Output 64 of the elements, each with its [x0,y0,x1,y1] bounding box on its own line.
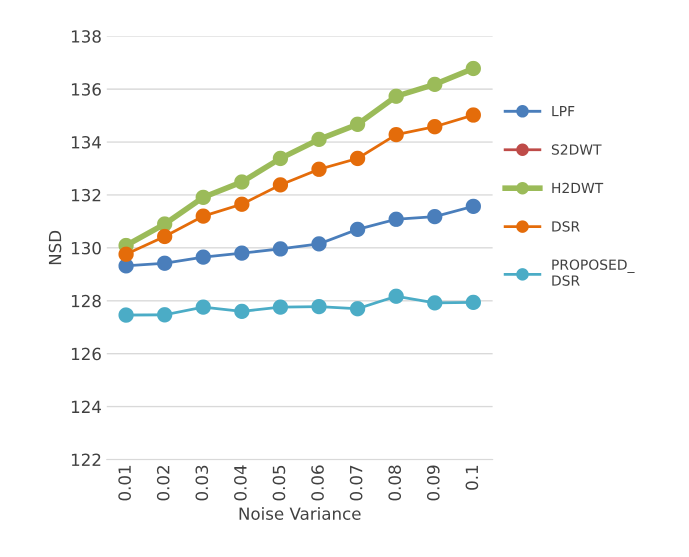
point [118,307,134,323]
point [388,88,404,104]
point [196,299,211,315]
legend-label: LPF [552,106,574,116]
point [427,209,442,224]
point [427,295,442,311]
point [466,107,481,123]
y-tick-label: 134 [72,136,101,149]
legend-label: S2DWT [552,144,602,155]
point [311,162,327,177]
point [388,288,404,304]
point [427,76,442,92]
y-tick-label: 138 [72,30,101,43]
y-tick-label: 130 [72,242,101,254]
y-axis-title: NSD [48,230,62,264]
y-tick-label: 136 [72,83,101,96]
point [234,246,250,261]
point [234,196,250,212]
x-tick-label: 0.01 [118,466,131,500]
point [350,222,366,237]
x-tick-label: 0.05 [272,466,286,500]
x-tick-label: 0.06 [311,465,324,500]
point [311,298,327,314]
point [157,307,172,322]
point [388,126,404,142]
y-tick-label: 128 [72,294,101,308]
point [157,256,172,271]
point [272,150,288,166]
point [157,228,172,244]
x-tick-label: 0.02 [156,466,170,500]
point [196,208,211,224]
x-tick-label: 0.1 [466,466,478,490]
point [466,294,481,310]
point [311,132,327,148]
point [196,249,211,265]
point [388,212,404,227]
x-tick-label: 0.03 [195,466,208,500]
y-tick-label: 124 [72,400,101,413]
y-tick-label: 126 [72,348,101,360]
x-tick-label: 0.09 [426,466,440,500]
point [466,198,481,214]
point [272,177,288,193]
point [466,60,481,76]
point [272,299,288,315]
point [234,174,250,190]
point [234,304,250,319]
point [118,246,134,262]
x-tick-label: 0.04 [234,465,247,500]
y-tick-label: 132 [72,188,100,202]
y-tick-label: 122 [72,453,100,466]
point [350,301,366,316]
point [427,119,442,134]
legend-label: H2DWT [552,182,604,194]
x-tick-label: 0.08 [388,466,402,500]
legend-label: PROPOSED_ DSR [552,259,635,286]
point [350,116,366,132]
point [272,241,288,257]
point [350,150,366,166]
x-tick-label: 0.07 [350,466,362,500]
x-axis-title: Noise Variance [240,507,361,520]
point [196,190,211,205]
point [157,216,172,232]
point [311,236,327,252]
legend-label: DSR [552,221,580,232]
